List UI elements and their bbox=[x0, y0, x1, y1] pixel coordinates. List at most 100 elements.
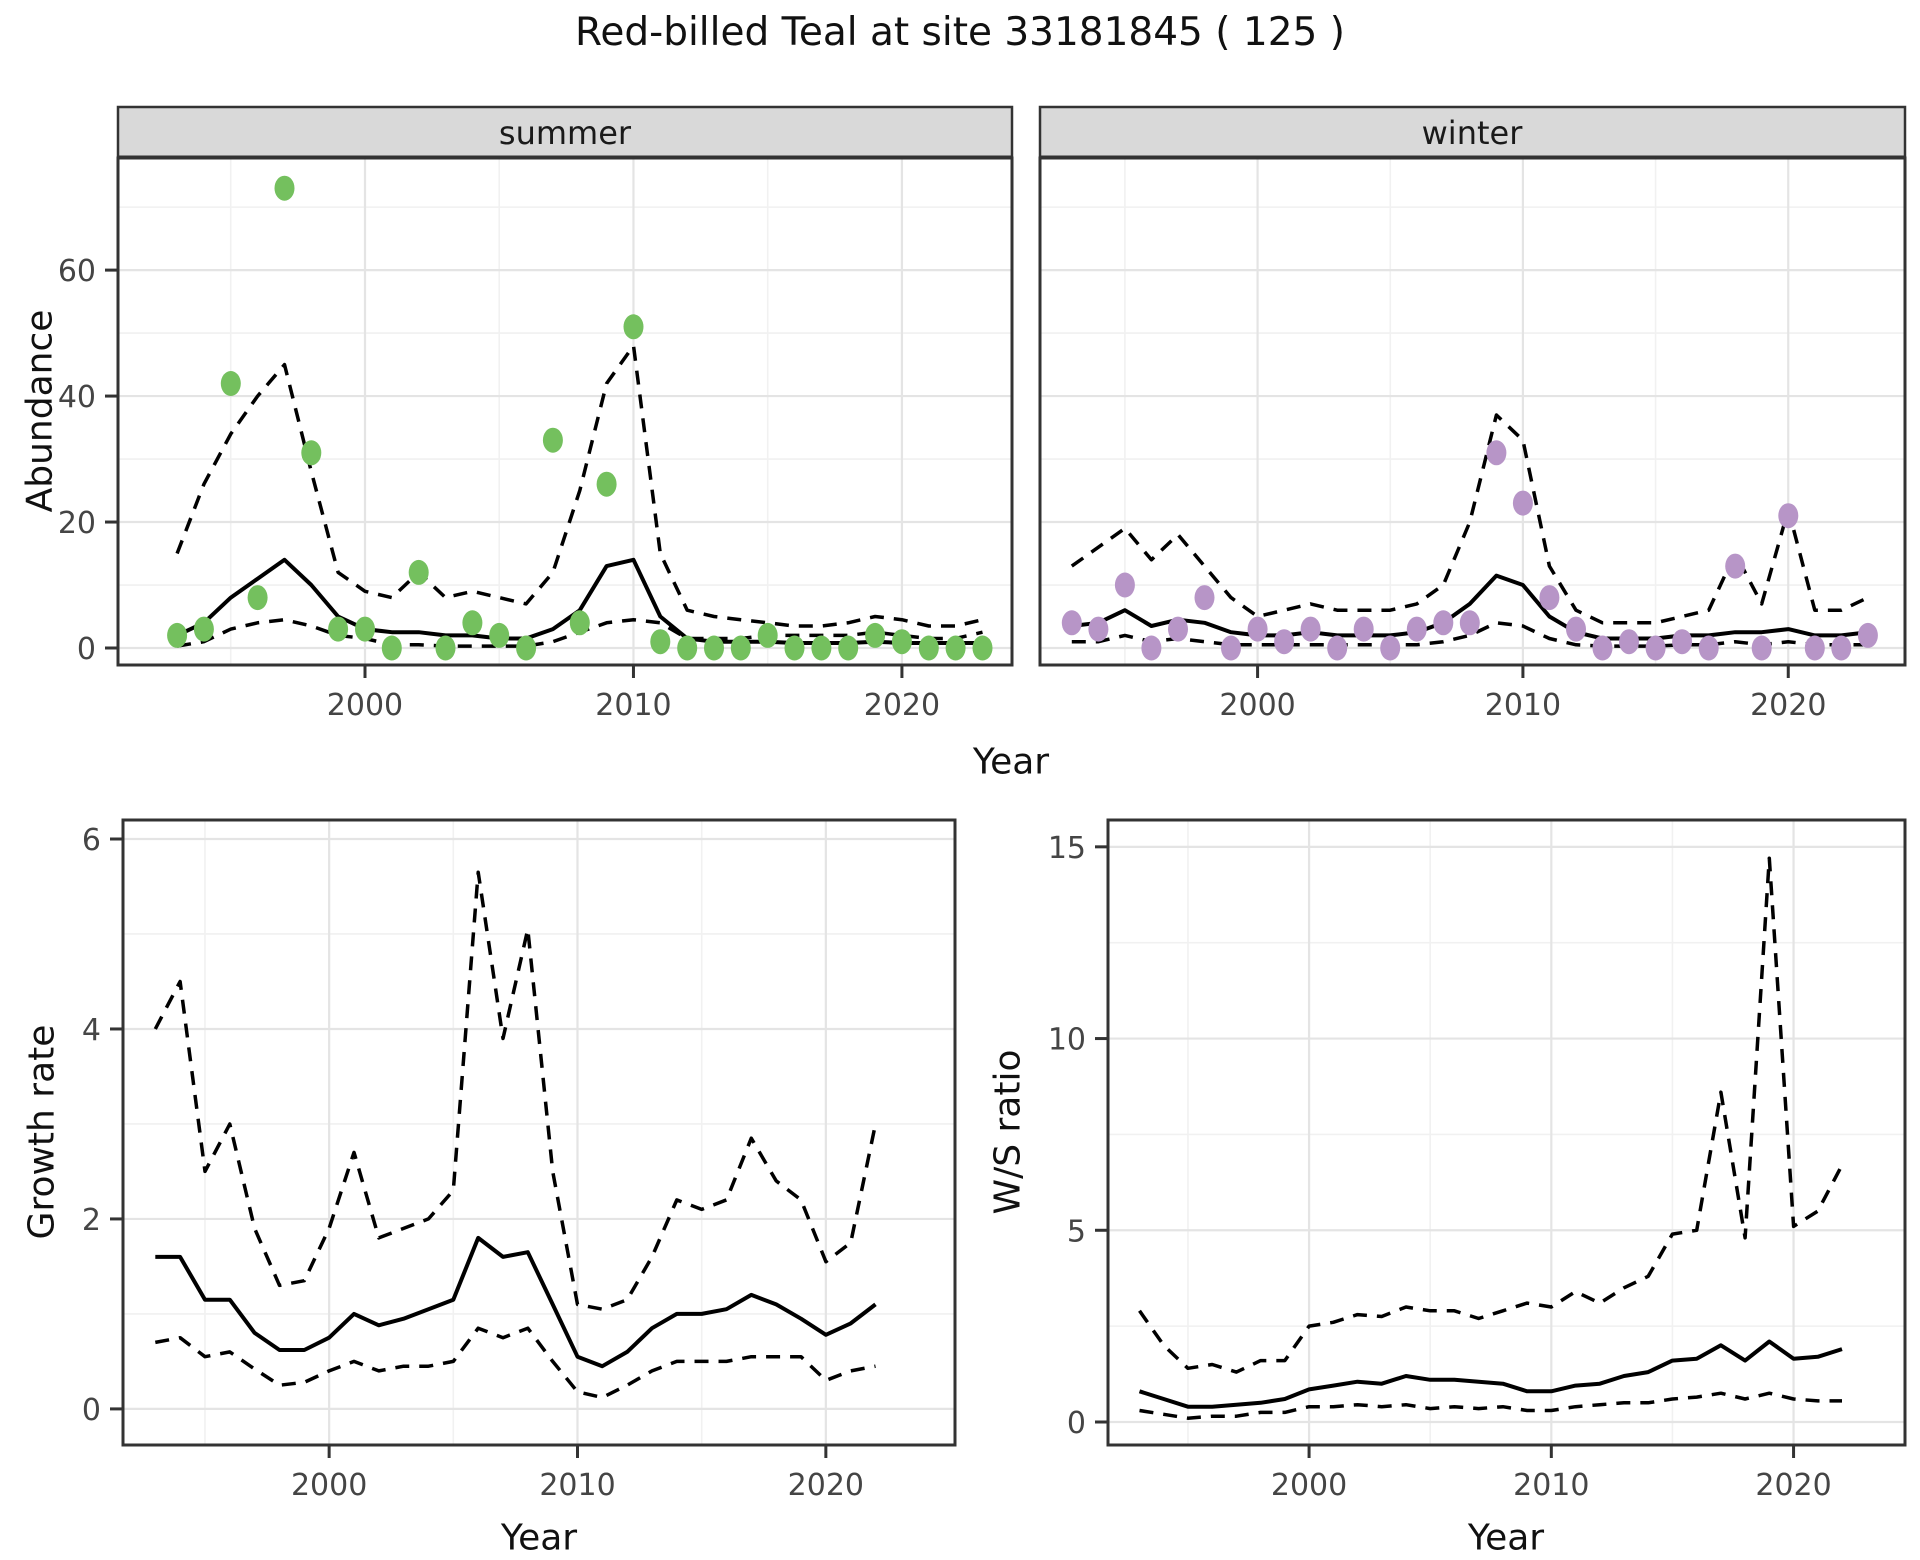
summer-point bbox=[972, 635, 993, 661]
summer-point bbox=[704, 635, 724, 661]
winter-point bbox=[1778, 503, 1799, 529]
summer-x-tick-label: 2000 bbox=[327, 688, 403, 723]
winter-x-tick-label: 2000 bbox=[1219, 688, 1295, 723]
winter-point bbox=[1566, 616, 1586, 642]
ws-y-tick-label: 5 bbox=[1067, 1214, 1086, 1249]
winter-point bbox=[1857, 622, 1878, 648]
winter-point bbox=[1406, 616, 1427, 642]
winter-point bbox=[1300, 616, 1321, 642]
winter-point bbox=[1194, 585, 1215, 611]
growth-panel: 2000 2010 2020 0 2 4 6 bbox=[82, 818, 957, 1503]
winter-point bbox=[1061, 610, 1082, 636]
growth-y-tick-label: 4 bbox=[82, 1013, 101, 1048]
summer-y-tick-label: 0 bbox=[77, 632, 96, 667]
summer-point bbox=[516, 635, 537, 661]
ws-x-tick-label: 2020 bbox=[1755, 1468, 1831, 1503]
growth-x-tick-label: 2010 bbox=[539, 1468, 615, 1503]
winter-point bbox=[1327, 635, 1348, 661]
summer-point bbox=[435, 635, 456, 661]
winter-point bbox=[1698, 635, 1719, 661]
summer-point bbox=[891, 629, 912, 655]
winter-mean-line bbox=[1071, 573, 1869, 641]
winter-point bbox=[1221, 635, 1241, 661]
summer-point bbox=[408, 559, 429, 585]
winter-point bbox=[1672, 629, 1693, 655]
facet-label-summer: summer bbox=[498, 114, 632, 152]
summer-point bbox=[355, 616, 375, 642]
y-axis-title-abundance: Abundance bbox=[19, 309, 61, 513]
winter-point bbox=[1380, 635, 1401, 661]
winter-panel: 2000 2010 2020 bbox=[1038, 105, 1907, 723]
growth-lower_ci-line bbox=[154, 1326, 876, 1400]
summer-point bbox=[865, 622, 886, 648]
winter-point bbox=[1725, 553, 1746, 579]
growth-y-tick-label: 0 bbox=[82, 1393, 101, 1428]
summer-point bbox=[811, 635, 832, 661]
summer-y-tick-label: 60 bbox=[58, 254, 96, 289]
summer-point bbox=[730, 635, 751, 661]
winter-point bbox=[1592, 635, 1613, 661]
summer-panel: 2000 2010 2020 0 20 40 60 bbox=[58, 105, 1014, 723]
summer-upper_ci-line bbox=[175, 343, 983, 628]
ws-x-tick-label: 2010 bbox=[1513, 1468, 1589, 1503]
growth-x-tick-label: 2000 bbox=[291, 1468, 367, 1503]
winter-point bbox=[1804, 635, 1825, 661]
summer-point bbox=[220, 371, 241, 396]
winter-point bbox=[1353, 616, 1374, 642]
summer-point bbox=[757, 622, 778, 648]
winter-point bbox=[1247, 616, 1268, 642]
summer-point bbox=[569, 610, 590, 636]
chart-title: Red-billed Teal at site 33181845 ( 125 ) bbox=[575, 10, 1345, 55]
summer-point bbox=[542, 427, 563, 453]
winter-point bbox=[1751, 635, 1772, 661]
winter-point bbox=[1459, 610, 1480, 636]
winter-point bbox=[1539, 585, 1560, 611]
summer-point bbox=[623, 314, 644, 340]
summer-point bbox=[381, 635, 402, 661]
winter-point bbox=[1088, 616, 1109, 642]
growth-upper_ci-line bbox=[153, 870, 878, 1311]
summer-point bbox=[650, 629, 671, 655]
y-axis-title-growth: Growth rate bbox=[21, 1024, 63, 1240]
y-axis-title-ws-ratio: W/S ratio bbox=[987, 1049, 1029, 1215]
ws-y-tick-label: 0 bbox=[1067, 1406, 1086, 1441]
winter-point bbox=[1274, 629, 1295, 655]
summer-point bbox=[918, 635, 939, 661]
x-axis-title-year-top: Year bbox=[972, 741, 1050, 783]
ws-lower_ci-line bbox=[1139, 1391, 1842, 1420]
winter-facet-strip bbox=[1038, 105, 1907, 160]
ws-panel: 2000 2010 2020 0 5 10 15 bbox=[1048, 818, 1907, 1503]
summer-point bbox=[462, 610, 483, 636]
summer-point bbox=[784, 635, 805, 661]
ws-mean-line bbox=[1138, 1339, 1843, 1409]
summer-point bbox=[274, 175, 295, 201]
summer-point bbox=[838, 635, 859, 661]
summer-point bbox=[301, 440, 322, 466]
summer-point bbox=[489, 622, 510, 648]
summer-point bbox=[247, 585, 268, 611]
winter-point bbox=[1619, 629, 1639, 655]
winter-point bbox=[1114, 572, 1135, 598]
summer-point bbox=[677, 635, 698, 661]
ws-y-tick-label: 15 bbox=[1048, 831, 1086, 866]
winter-point bbox=[1433, 610, 1454, 636]
ws-x-tick-label: 2000 bbox=[1271, 1468, 1347, 1503]
growth-x-tick-label: 2020 bbox=[788, 1468, 864, 1503]
summer-point bbox=[328, 616, 349, 642]
growth-y-tick-label: 6 bbox=[82, 823, 101, 858]
winter-point bbox=[1168, 616, 1188, 642]
ws-upper_ci-line bbox=[1138, 856, 1844, 1374]
growth-y-tick-label: 2 bbox=[82, 1203, 101, 1238]
winter-point bbox=[1486, 440, 1507, 466]
summer-point bbox=[193, 616, 214, 642]
winter-point bbox=[1645, 635, 1666, 661]
winter-x-tick-label: 2020 bbox=[1750, 688, 1826, 723]
winter-point bbox=[1831, 635, 1852, 661]
summer-facet-strip bbox=[116, 105, 1014, 160]
summer-point bbox=[945, 635, 966, 661]
summer-x-tick-label: 2020 bbox=[864, 688, 940, 723]
summer-x-tick-label: 2010 bbox=[595, 688, 671, 723]
winter-lower_ci-line bbox=[1071, 621, 1868, 648]
